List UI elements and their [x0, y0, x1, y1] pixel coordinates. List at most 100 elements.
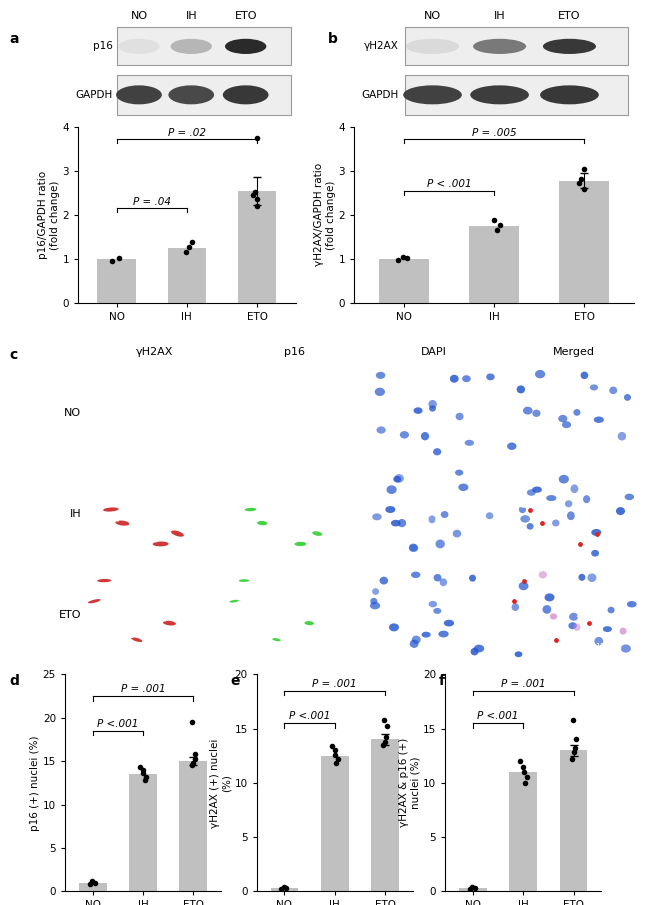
Point: [184, 240, 194, 254]
Ellipse shape: [131, 637, 142, 642]
Point: [252, 192, 263, 206]
Point: [187, 715, 198, 729]
Ellipse shape: [411, 572, 421, 578]
Ellipse shape: [523, 406, 532, 414]
Ellipse shape: [376, 426, 385, 433]
Ellipse shape: [469, 575, 476, 582]
Bar: [510, 772, 537, 891]
Ellipse shape: [558, 414, 567, 423]
Ellipse shape: [583, 495, 590, 503]
Ellipse shape: [567, 511, 575, 520]
Point: [326, 738, 337, 753]
Bar: [129, 774, 157, 891]
Ellipse shape: [372, 588, 379, 595]
Ellipse shape: [436, 539, 445, 548]
Point: [330, 748, 340, 762]
Text: IH: IH: [185, 11, 197, 21]
Ellipse shape: [257, 521, 267, 525]
Ellipse shape: [593, 416, 604, 423]
Ellipse shape: [616, 507, 625, 515]
Ellipse shape: [439, 578, 447, 586]
Point: [518, 759, 528, 774]
Ellipse shape: [550, 614, 557, 620]
Ellipse shape: [507, 443, 517, 450]
Point: [138, 763, 148, 777]
Point: [579, 161, 590, 176]
Point: [380, 734, 390, 748]
Bar: [238, 191, 276, 303]
Point: [188, 756, 198, 770]
Point: [281, 881, 292, 895]
Text: a: a: [10, 32, 20, 45]
Ellipse shape: [441, 511, 448, 518]
Ellipse shape: [428, 601, 437, 607]
Text: NO: NO: [64, 407, 81, 417]
Point: [114, 251, 125, 265]
Ellipse shape: [153, 541, 168, 547]
Ellipse shape: [452, 529, 462, 538]
Text: ETO: ETO: [58, 610, 81, 620]
Text: P = .04: P = .04: [133, 197, 171, 207]
Point: [248, 188, 258, 203]
Point: [519, 776, 530, 790]
Ellipse shape: [434, 574, 441, 582]
Ellipse shape: [421, 432, 429, 441]
Point: [187, 235, 197, 250]
Text: NO: NO: [131, 11, 148, 21]
Point: [331, 756, 341, 770]
Bar: [560, 180, 609, 303]
Ellipse shape: [592, 529, 601, 536]
Ellipse shape: [562, 421, 571, 428]
Point: [567, 712, 578, 727]
Ellipse shape: [573, 624, 580, 631]
Ellipse shape: [403, 85, 462, 104]
Ellipse shape: [294, 542, 306, 546]
Text: 100um: 100um: [595, 643, 622, 652]
Ellipse shape: [304, 621, 314, 625]
Point: [90, 875, 100, 890]
Ellipse shape: [456, 413, 463, 420]
Ellipse shape: [618, 432, 626, 441]
Ellipse shape: [450, 375, 459, 383]
Ellipse shape: [458, 483, 469, 491]
Text: P = .005: P = .005: [472, 128, 516, 138]
Ellipse shape: [88, 599, 101, 604]
Ellipse shape: [428, 515, 436, 523]
Text: GAPDH: GAPDH: [75, 90, 113, 100]
Ellipse shape: [565, 500, 573, 507]
Ellipse shape: [470, 85, 529, 104]
Point: [252, 199, 263, 214]
Ellipse shape: [535, 370, 545, 378]
Ellipse shape: [532, 487, 542, 493]
Ellipse shape: [410, 640, 419, 648]
Ellipse shape: [444, 620, 454, 626]
Text: e: e: [231, 674, 240, 688]
Ellipse shape: [517, 386, 525, 394]
Point: [398, 250, 408, 264]
Ellipse shape: [471, 648, 478, 655]
Ellipse shape: [543, 39, 596, 54]
Ellipse shape: [625, 493, 634, 500]
Point: [508, 594, 519, 608]
Point: [573, 176, 584, 190]
Point: [515, 754, 525, 768]
Ellipse shape: [552, 519, 560, 527]
Ellipse shape: [590, 385, 598, 390]
Ellipse shape: [225, 39, 266, 54]
Ellipse shape: [389, 624, 399, 632]
Ellipse shape: [374, 387, 385, 396]
Ellipse shape: [272, 638, 281, 642]
Ellipse shape: [527, 490, 536, 496]
Bar: [371, 739, 399, 891]
Ellipse shape: [170, 39, 212, 54]
Ellipse shape: [580, 372, 588, 379]
Point: [138, 766, 148, 780]
Ellipse shape: [578, 574, 586, 581]
Point: [495, 217, 505, 232]
Ellipse shape: [370, 598, 378, 605]
Point: [189, 752, 200, 767]
Ellipse shape: [473, 39, 526, 54]
Ellipse shape: [223, 85, 268, 104]
Ellipse shape: [486, 374, 495, 380]
Ellipse shape: [312, 531, 322, 536]
